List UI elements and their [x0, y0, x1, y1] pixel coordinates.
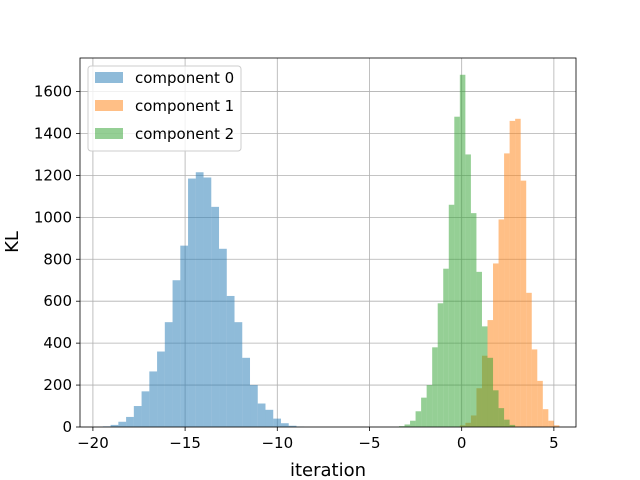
histogram-bar: [404, 424, 411, 427]
histogram-bar: [476, 271, 482, 427]
histogram-bar: [493, 263, 499, 427]
y-tick-label: 600: [43, 292, 72, 310]
x-tick-label: −10: [261, 434, 293, 452]
x-tick-label: −5: [358, 434, 380, 452]
histogram-bar: [470, 213, 477, 427]
histogram-bar: [487, 357, 494, 427]
histogram-bar: [226, 295, 235, 427]
histogram-bar: [504, 153, 510, 427]
histogram-bar: [257, 403, 266, 427]
legend-swatch-component-0: [95, 72, 123, 83]
histogram-bar: [448, 204, 455, 427]
histogram-bar: [498, 219, 505, 427]
histogram-bar: [133, 406, 142, 427]
histogram-bar: [509, 120, 516, 427]
histogram-bar: [126, 416, 134, 427]
histogram-bar: [531, 349, 538, 427]
legend-label-component-1: component 1: [135, 97, 234, 115]
y-axis-label: KL: [2, 231, 23, 253]
histogram-bar: [498, 408, 505, 427]
x-axis-label: iteration: [290, 460, 366, 480]
x-tick-label: −20: [77, 434, 109, 452]
histogram-bar: [537, 380, 543, 427]
histogram-bar: [426, 385, 433, 427]
y-tick-label: 1400: [34, 124, 72, 142]
histogram-bar: [454, 116, 460, 428]
histogram-bar: [280, 423, 289, 427]
series-bars-0: [102, 172, 305, 427]
histogram-bar: [421, 397, 427, 427]
x-tick-label: −15: [169, 434, 201, 452]
y-tick-label: 200: [43, 376, 72, 394]
histogram-bar: [542, 409, 549, 427]
histogram-bar: [203, 177, 212, 427]
histogram-bar: [219, 248, 227, 427]
legend-swatch-component-1: [95, 100, 123, 111]
axis-ticks: −20 −15 −10 −5 0 5 0 200 400 600 800 1000 1200 1400 16…: [34, 83, 559, 452]
y-tick-label: 1600: [34, 83, 72, 101]
y-tick-label: 1200: [34, 166, 72, 184]
x-tick-label: 5: [549, 434, 559, 452]
series-bars-2: [398, 74, 516, 428]
legend-swatch-component-2: [95, 128, 123, 139]
x-tick-label: 0: [457, 434, 467, 452]
y-tick-label: 0: [62, 418, 72, 436]
plot-area-frame: [79, 57, 577, 428]
histogram-bar: [520, 180, 527, 427]
histogram-bar: [188, 178, 196, 427]
histogram-bar: [288, 425, 297, 427]
histogram-bar: [250, 385, 258, 427]
histogram-bar: [526, 292, 532, 427]
histogram-bar: [459, 74, 466, 427]
histogram-bar: [465, 154, 471, 427]
histogram-bar: [172, 280, 181, 427]
histogram-bar: [493, 390, 499, 427]
legend: component 0 component 1 component 2: [87, 65, 242, 152]
histogram-bar: [398, 426, 405, 427]
y-tick-label: 400: [43, 334, 72, 352]
histogram-bar: [415, 411, 422, 427]
histogram-bar: [553, 425, 560, 427]
histogram-bar: [437, 303, 444, 427]
histogram-bar: [195, 172, 204, 427]
histogram-bar: [157, 351, 165, 427]
histogram-bar: [180, 245, 189, 427]
legend-label-component-0: component 0: [135, 69, 234, 87]
histogram-bar: [410, 420, 416, 427]
histogram-bar: [234, 322, 243, 427]
histogram-bar: [481, 326, 488, 427]
histogram-bar: [242, 357, 251, 427]
legend-frame: [87, 65, 242, 152]
histogram-bar: [141, 391, 150, 427]
histogram-bar: [548, 420, 554, 427]
histogram-bar: [164, 322, 173, 427]
histogram-bar: [443, 268, 449, 427]
y-tick-label: 1000: [34, 208, 72, 226]
histogram-bar: [509, 424, 516, 427]
histogram-bar: [149, 371, 158, 427]
histogram-bar: [504, 419, 510, 427]
y-tick-label: 800: [43, 250, 72, 268]
histogram-bar: [265, 409, 274, 427]
histogram-bar: [211, 206, 220, 427]
histogram-bar: [118, 421, 127, 427]
histogram-bars: [102, 74, 560, 428]
histogram-bar: [515, 118, 521, 427]
histogram-bar: [273, 418, 281, 427]
histogram-bar: [432, 347, 438, 427]
histogram-bar: [110, 424, 119, 427]
legend-label-component-2: component 2: [135, 125, 234, 143]
